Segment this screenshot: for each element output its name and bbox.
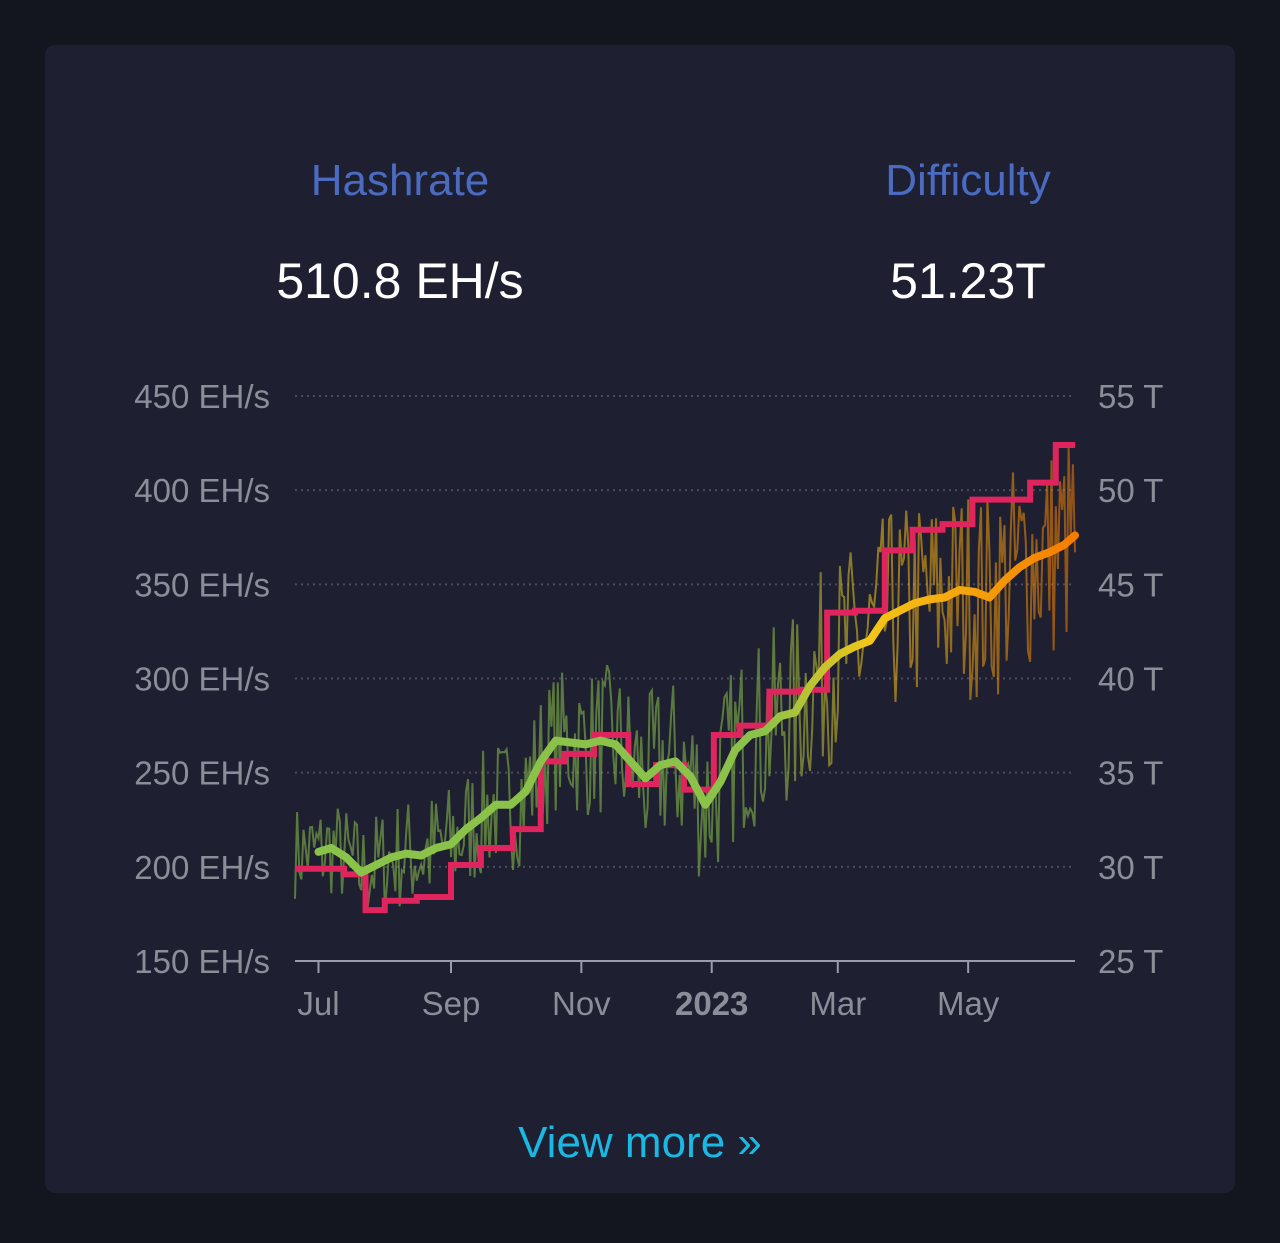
- y-right-tick-label: 55 T: [1098, 378, 1163, 415]
- y-left-tick-label: 400 EH/s: [134, 472, 270, 509]
- y-left-tick-label: 200 EH/s: [134, 849, 270, 886]
- y-right-tick-label: 30 T: [1098, 849, 1163, 886]
- difficulty-label: Difficulty: [885, 156, 1051, 205]
- x-tick-label: Sep: [422, 985, 481, 1022]
- x-tick-label: May: [937, 985, 1000, 1022]
- difficulty-value: 51.23T: [890, 253, 1046, 309]
- y-left-tick-label: 300 EH/s: [134, 661, 270, 698]
- hashrate-difficulty-chart: 450 EH/s 55 T 400 EH/s 50 T 350 EH/s 45 T 300 …: [134, 378, 1163, 1022]
- x-tick-label: 2023: [675, 985, 748, 1022]
- y-right-tick-label: 35 T: [1098, 755, 1163, 792]
- mining-stats-card: Hashrate 510.8 EH/s Difficulty 51.23T 45…: [45, 45, 1235, 1193]
- y-right-tick-label: 45 T: [1098, 566, 1163, 603]
- hashrate-label: Hashrate: [310, 156, 490, 205]
- y-right-tick-label: 40 T: [1098, 661, 1163, 698]
- y-right-tick-label: 25 T: [1098, 943, 1163, 980]
- difficulty-stat: Difficulty 51.23T: [758, 153, 1178, 311]
- hashrate-moving-average-line: [314, 531, 1079, 877]
- hashrate-value: 510.8 EH/s: [276, 253, 524, 309]
- difficulty-step-line: [295, 441, 1075, 914]
- x-tick-label: Mar: [809, 985, 866, 1022]
- view-more-link[interactable]: View more »: [518, 1118, 762, 1167]
- x-tick-label: Nov: [552, 985, 611, 1022]
- x-tick-label: Jul: [297, 985, 339, 1022]
- y-left-tick-label: 350 EH/s: [134, 566, 270, 603]
- hashrate-stat: Hashrate 510.8 EH/s: [190, 153, 610, 311]
- y-right-tick-label: 50 T: [1098, 472, 1163, 509]
- y-left-tick-label: 450 EH/s: [134, 378, 270, 415]
- y-left-tick-label: 150 EH/s: [134, 943, 270, 980]
- y-left-tick-label: 250 EH/s: [134, 755, 270, 792]
